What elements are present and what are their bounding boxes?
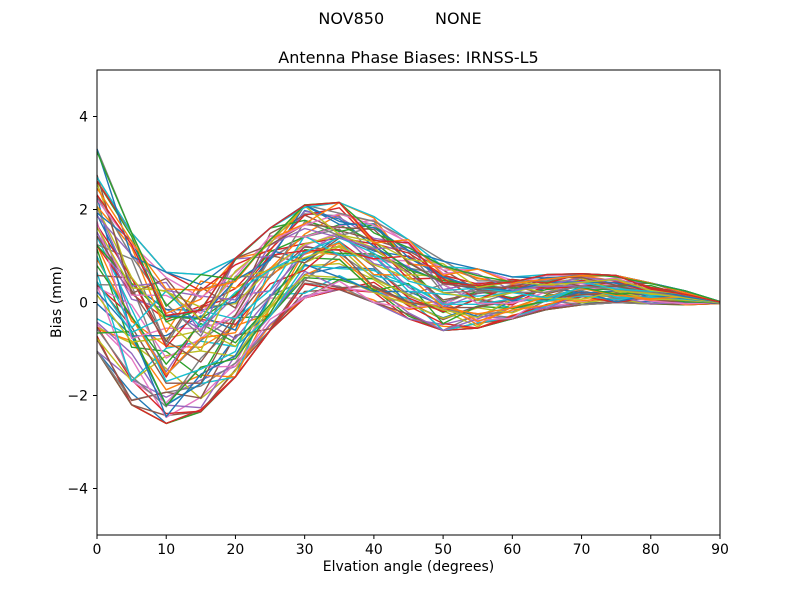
ensemble-line	[96, 174, 721, 322]
x-axis: 0 10 20 30 40 50 60 70 80 90	[93, 535, 729, 558]
ensemble-line	[96, 219, 721, 315]
ensemble-line	[96, 224, 721, 348]
y-axis: −4 −2 0 2 4	[67, 110, 97, 498]
x-axis-label: Elvation angle (degrees)	[322, 559, 495, 575]
ensemble-line	[96, 204, 721, 319]
y-tick-label: 4	[79, 110, 88, 126]
x-tick-label: 90	[711, 542, 729, 558]
x-tick-label: 80	[642, 542, 660, 558]
ensemble-line	[96, 236, 721, 329]
x-tick-label: 60	[503, 542, 521, 558]
x-tick-label: 20	[227, 542, 245, 558]
figure-suptitle: NOV850 NONE	[318, 9, 482, 28]
x-tick-label: 30	[296, 542, 314, 558]
x-tick-label: 10	[157, 542, 175, 558]
x-tick-label: 70	[573, 542, 591, 558]
x-tick-label: 50	[434, 542, 452, 558]
ensemble-line	[96, 194, 721, 317]
ensemble-line	[96, 151, 721, 307]
ensemble-line	[96, 252, 721, 408]
ensemble-line	[96, 242, 721, 376]
y-tick-label: 2	[79, 203, 88, 219]
ensemble-line	[96, 206, 721, 352]
chart-title: Antenna Phase Biases: IRNSS-L5	[278, 48, 539, 67]
x-tick-label: 0	[93, 542, 102, 558]
y-tick-label: −2	[67, 389, 88, 405]
series-lines	[96, 148, 721, 425]
y-tick-label: −4	[67, 482, 88, 498]
y-tick-label: 0	[79, 296, 88, 312]
x-tick-label: 40	[365, 542, 383, 558]
ensemble-line	[96, 205, 721, 320]
ensemble-line	[96, 236, 721, 383]
